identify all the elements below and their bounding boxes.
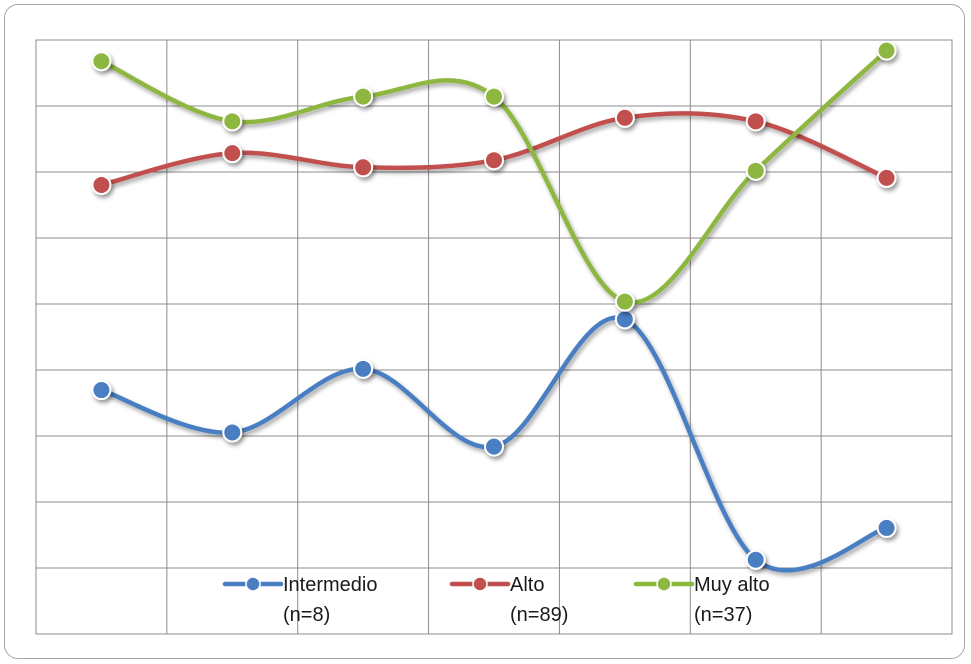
data-point-alto [745,111,766,132]
data-point-alto [353,157,374,178]
legend: Intermedio (n=8) Alto (n=89) Muy alto (n=37) [222,574,770,626]
series-line-alto [99,111,889,188]
legend-sublabel-intermedio: (n=8) [283,604,330,626]
data-point-intermedio [876,517,897,538]
data-point-muy-alto [614,291,635,312]
data-point-muy-alto [745,160,766,181]
data-point-alto [876,167,897,188]
chart-frame [4,4,965,659]
legend-marker-alto [472,576,488,592]
data-point-intermedio [484,436,504,457]
data-point-muy-alto [353,86,374,107]
series-markers [91,40,897,570]
legend-sublabel-alto: (n=89) [510,604,568,626]
plot-area-border [35,39,953,635]
data-point-intermedio [353,358,374,379]
data-point-intermedio [745,549,766,570]
legend-label-muy-alto: Muy alto [694,574,770,596]
data-point-muy-alto [484,86,504,107]
data-point-alto [222,143,243,164]
legend-label-alto: Alto [510,574,544,596]
legend-label-intermedio: Intermedio [283,574,378,596]
data-point-muy-alto [91,51,112,72]
data-point-alto [614,107,635,128]
data-point-muy-alto [222,111,243,132]
data-point-intermedio [222,422,243,443]
legend-marker-intermedio [245,576,261,592]
plot-grid [35,39,953,635]
series-lines [99,48,889,573]
data-point-intermedio [614,309,635,330]
legend-sublabel-muy-alto: (n=37) [694,604,752,626]
data-point-muy-alto [876,40,897,61]
data-point-intermedio [91,380,112,401]
legend-marker-muy-alto [656,576,672,592]
data-point-alto [91,174,112,195]
data-point-alto [484,150,504,171]
